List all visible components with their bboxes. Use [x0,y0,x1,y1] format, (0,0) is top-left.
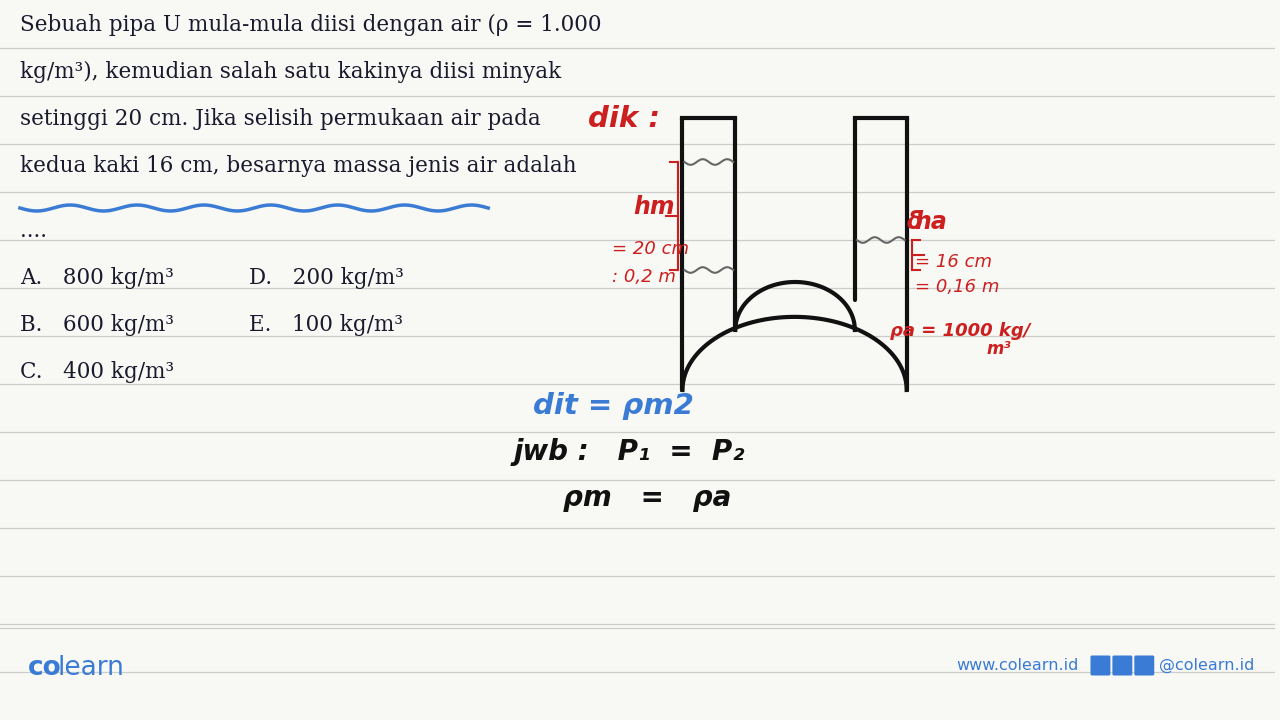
Text: D.   200 kg/m³: D. 200 kg/m³ [250,267,404,289]
Text: C.   400 kg/m³: C. 400 kg/m³ [20,361,174,383]
Text: Sebuah pipa U mula-mula diisi dengan air (ρ = 1.000: Sebuah pipa U mula-mula diisi dengan air… [20,14,602,36]
Text: A.   800 kg/m³: A. 800 kg/m³ [20,267,174,289]
Text: jwb :   P₁  =  P₂: jwb : P₁ = P₂ [513,438,745,466]
Text: = 20 cm: = 20 cm [612,240,689,258]
Text: hm: hm [634,195,675,219]
Text: @colearn.id: @colearn.id [1158,658,1254,673]
Text: setinggi 20 cm. Jika selisih permukaan air pada: setinggi 20 cm. Jika selisih permukaan a… [20,108,540,130]
Text: dik :: dik : [588,105,659,133]
Text: m³: m³ [987,340,1011,358]
Text: B.   600 kg/m³: B. 600 kg/m³ [20,314,174,336]
Text: E.   100 kg/m³: E. 100 kg/m³ [250,314,403,336]
Text: co: co [28,655,61,681]
Text: learn: learn [58,655,124,681]
Text: = 16 cm: = 16 cm [915,253,992,271]
Text: ρa = 1000 kg/: ρa = 1000 kg/ [890,322,1030,340]
Text: kg/m³), kemudian salah satu kakinya diisi minyak: kg/m³), kemudian salah satu kakinya diis… [20,61,561,83]
Text: δ: δ [906,210,923,234]
Text: ....: .... [20,220,47,242]
Text: : 0,2 m: : 0,2 m [612,268,676,286]
FancyBboxPatch shape [1091,655,1111,675]
FancyBboxPatch shape [1134,655,1155,675]
Text: = 0,16 m: = 0,16 m [915,278,998,296]
Text: www.colearn.id: www.colearn.id [956,658,1079,673]
FancyBboxPatch shape [1112,655,1133,675]
Text: ha: ha [915,210,947,234]
Text: ρm   =   ρa: ρm = ρa [563,484,731,512]
Text: kedua kaki 16 cm, besarnya massa jenis air adalah: kedua kaki 16 cm, besarnya massa jenis a… [20,155,576,177]
Text: dit = ρm2: dit = ρm2 [532,392,694,420]
